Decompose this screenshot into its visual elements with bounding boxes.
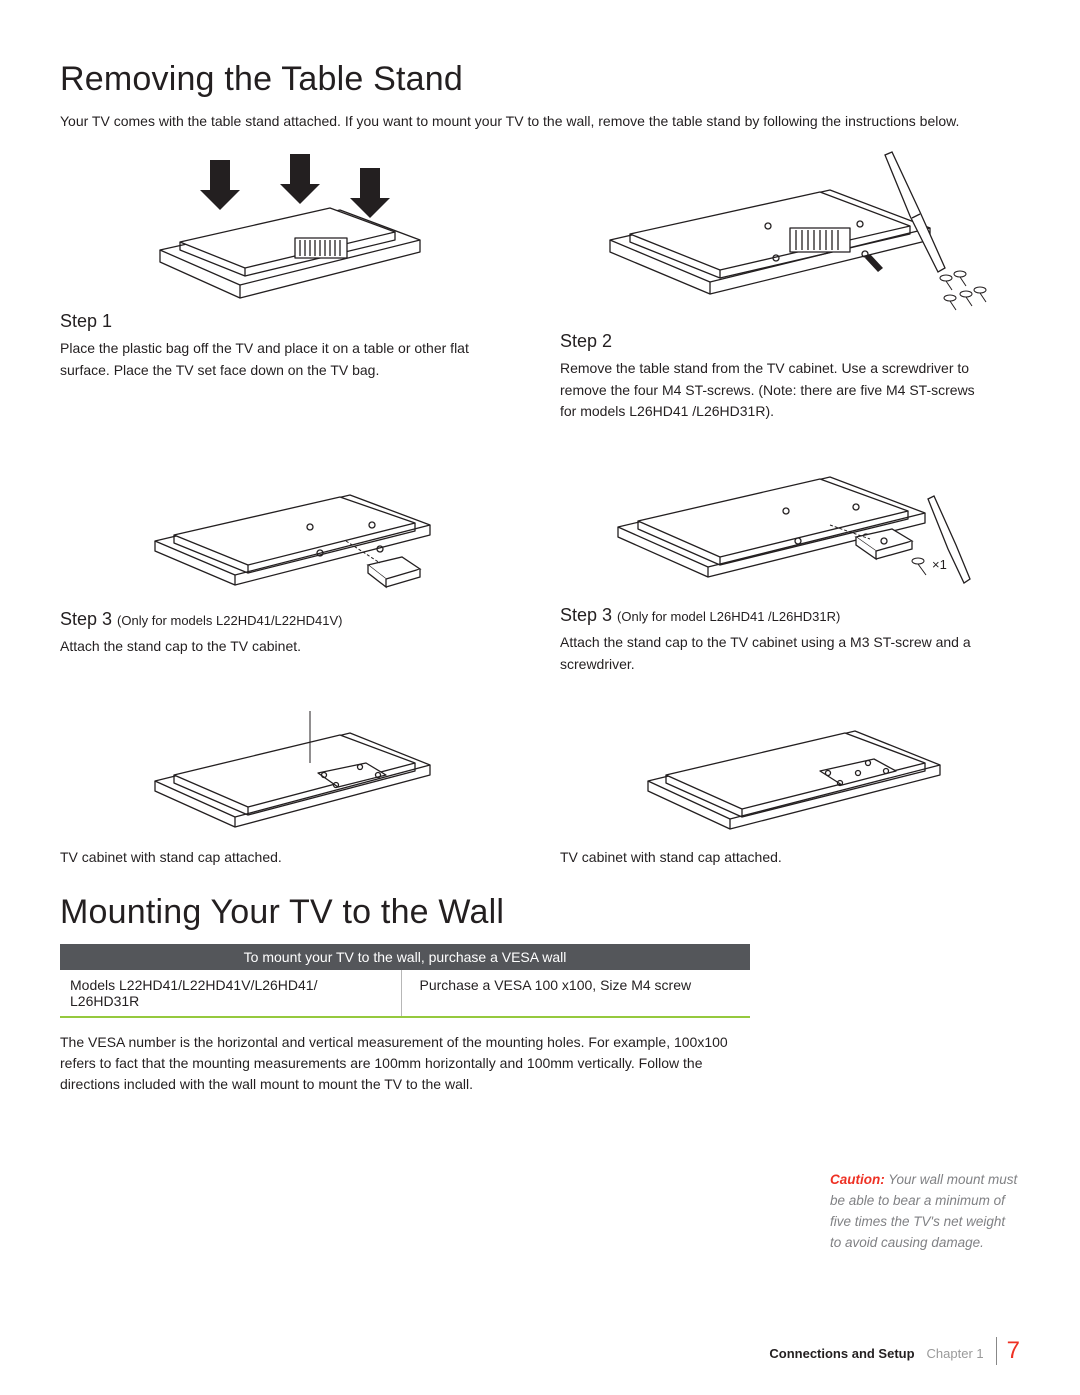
table-row: Models L22HD41/L22HD41V/L26HD41/ L26HD31…: [60, 970, 750, 1016]
section2-title: Mounting Your TV to the Wall: [60, 893, 1020, 932]
row-step3: Step 3 (Only for models L22HD41/L22HD41V…: [60, 439, 1020, 675]
illus-attached-b: [560, 691, 1020, 841]
col-attached-a: TV cabinet with stand cap attached.: [60, 691, 520, 865]
illus-step3b: ×1: [560, 439, 1020, 599]
step2-label: Step 2: [560, 331, 1020, 352]
col-step1: Step 1 Place the plastic bag off the TV …: [60, 150, 520, 423]
caption-b: TV cabinet with stand cap attached.: [560, 849, 1020, 865]
illus-attached-a: [60, 691, 520, 841]
step1-label: Step 1: [60, 311, 520, 332]
illus-step2: [560, 150, 1020, 325]
section2: Mounting Your TV to the Wall To mount yo…: [60, 893, 1020, 1095]
footer-section: Connections and Setup: [769, 1346, 914, 1361]
models-cell: Models L22HD41/L22HD41V/L26HD41/ L26HD31…: [60, 970, 402, 1016]
step3b-sub: (Only for model L26HD41 /L26HD31R): [617, 609, 840, 624]
section1-intro: Your TV comes with the table stand attac…: [60, 111, 1020, 132]
footer-page: 7: [996, 1337, 1020, 1365]
page-footer: Connections and Setup Chapter 1 7: [769, 1337, 1020, 1365]
step3b-text: Attach the stand cap to the TV cabinet u…: [560, 632, 980, 675]
purchase-cell: Purchase a VESA 100 x100, Size M4 screw: [402, 970, 751, 1016]
col-step3b: ×1 Step 3 (Only for model L26HD41 /L26HD…: [560, 439, 1020, 675]
illus-step1: [60, 150, 520, 305]
vesa-table-header: To mount your TV to the wall, purchase a…: [60, 944, 750, 970]
illus-step3a: [60, 453, 520, 603]
step3a-text: Attach the stand cap to the TV cabinet.: [60, 636, 480, 658]
col-step2: Step 2 Remove the table stand from the T…: [560, 150, 1020, 423]
row-step1-step2: Step 1 Place the plastic bag off the TV …: [60, 150, 1020, 423]
step3b-label: Step 3 (Only for model L26HD41 /L26HD31R…: [560, 605, 1020, 626]
vesa-table: To mount your TV to the wall, purchase a…: [60, 944, 750, 1018]
screw-count-label: ×1: [932, 557, 947, 572]
step3b-label-text: Step 3: [560, 605, 617, 625]
row-attached: TV cabinet with stand cap attached.: [60, 691, 1020, 865]
step1-text: Place the plastic bag off the TV and pla…: [60, 338, 480, 381]
step2-text: Remove the table stand from the TV cabin…: [560, 358, 980, 423]
step3a-sub: (Only for models L22HD41/L22HD41V): [117, 613, 342, 628]
col-attached-b: TV cabinet with stand cap attached.: [560, 691, 1020, 865]
step3a-label: Step 3 (Only for models L22HD41/L22HD41V…: [60, 609, 520, 630]
caution-box: Caution: Your wall mount must be able to…: [830, 1170, 1020, 1254]
caption-a: TV cabinet with stand cap attached.: [60, 849, 520, 865]
section1-title: Removing the Table Stand: [60, 60, 1020, 99]
footer-chapter: Chapter 1: [927, 1346, 984, 1361]
caution-label: Caution:: [830, 1172, 885, 1187]
step3a-label-text: Step 3: [60, 609, 117, 629]
col-step3a: Step 3 (Only for models L22HD41/L22HD41V…: [60, 439, 520, 675]
vesa-note: The VESA number is the horizontal and ve…: [60, 1032, 750, 1095]
